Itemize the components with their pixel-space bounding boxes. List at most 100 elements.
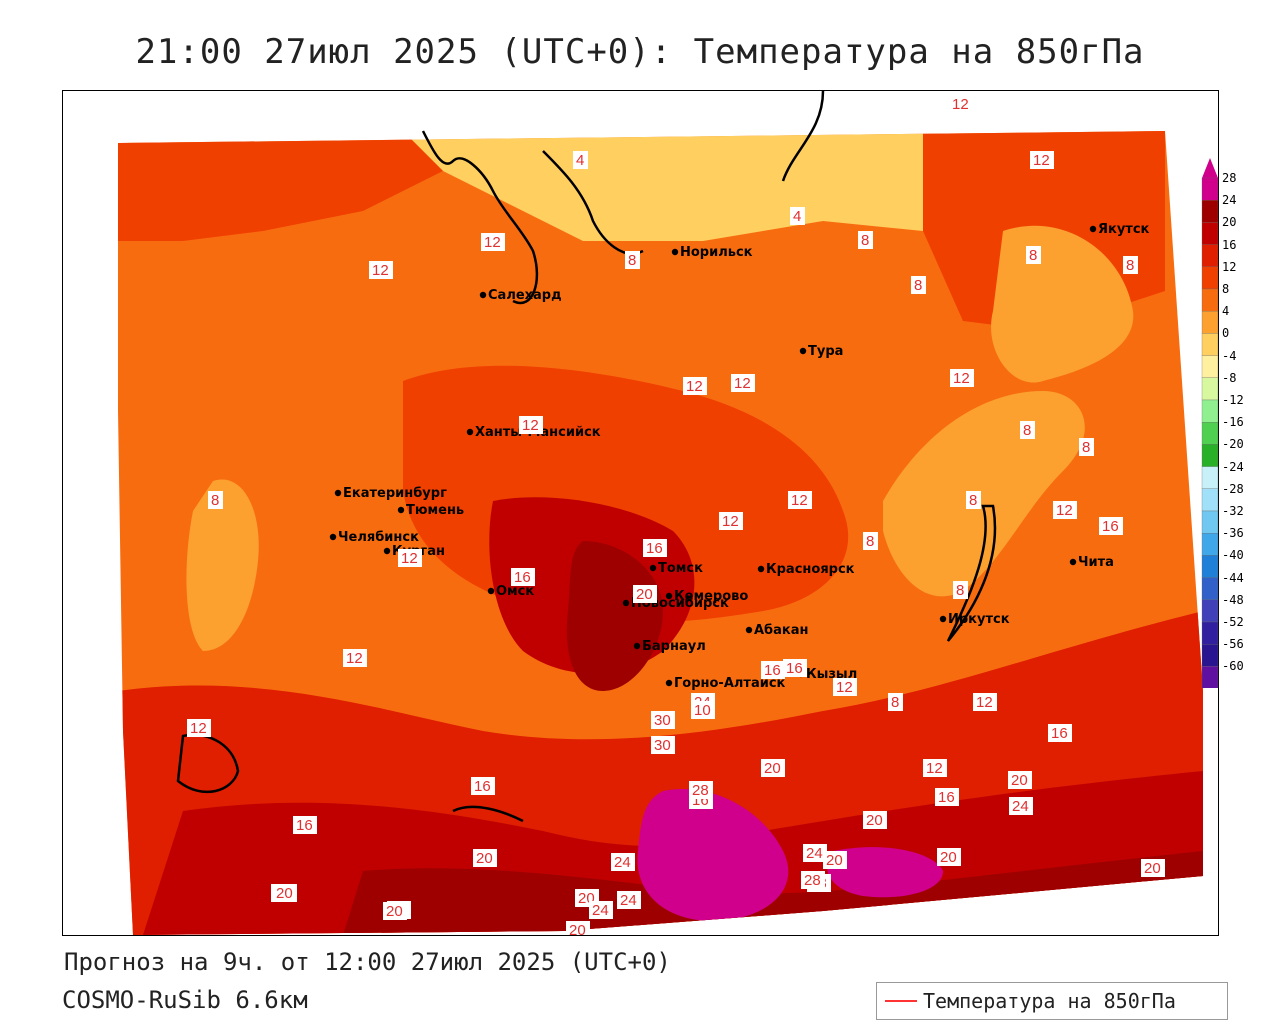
isotherm-label-text: 12 [953, 370, 970, 387]
city-marker: Чита [1069, 555, 1114, 570]
temperature-map[interactable]: НорильскЯкутскСалехардТураХанты-Мансийск… [62, 90, 1219, 936]
city-label: Тюмень [406, 503, 464, 518]
isotherm-label: 20 [473, 849, 497, 867]
isotherm-label: 16 [471, 777, 495, 795]
city-layer: НорильскЯкутскСалехардТураХанты-Мансийск… [329, 222, 1150, 691]
isotherm-label-text: 4 [576, 152, 584, 169]
isotherm-label-text: 20 [569, 922, 586, 935]
isotherm-label-text: 12 [926, 760, 943, 777]
isotherm-label: 30 [651, 711, 675, 729]
isotherm-label: 24 [1009, 797, 1033, 815]
isotherm-label-bg [343, 649, 367, 667]
isotherm-label: 8 [966, 491, 981, 509]
isotherm-label-text: 20 [866, 812, 883, 829]
city-marker: Томск [649, 561, 703, 576]
colorbar-swatch [1201, 399, 1219, 423]
isotherm-label: 16 [293, 816, 317, 834]
isotherm-label-text: 16 [1051, 725, 1068, 742]
colorbar-tick-label: 24 [1222, 193, 1237, 208]
isotherm-label-bg [761, 759, 785, 777]
isotherm-label: 12 [719, 512, 743, 530]
colorbar-swatch [1201, 333, 1219, 356]
isotherm-label-text: 24 [1012, 798, 1029, 815]
colorbar-tick-label: 28 [1222, 171, 1237, 185]
forecast-info: Прогноз на 9ч. от 12:00 27июл 2025 (UTC+… [64, 948, 671, 976]
colorbar-swatch [1201, 266, 1219, 290]
isotherm-label: 8 [858, 231, 873, 249]
colorbar-swatch [1201, 577, 1219, 600]
colorbar-tick-label: -52 [1222, 615, 1244, 629]
isotherm-label-bg [1079, 438, 1094, 456]
isotherm-label: 16 [761, 661, 785, 679]
isotherm-label-bg [691, 701, 715, 719]
isotherm-label-text: 8 [1023, 422, 1031, 439]
isotherm-label-bg [803, 844, 827, 862]
legend-line-swatch [885, 1000, 917, 1002]
isotherm-label-text: 16 [764, 662, 781, 679]
isotherm-label: 8 [1020, 421, 1035, 439]
field-magenta [637, 789, 789, 921]
isotherm-label-text: 10 [694, 702, 711, 719]
isotherm-label: 12 [949, 95, 973, 113]
isotherm-label: 16 [643, 539, 667, 557]
city-label: Якутск [1098, 222, 1150, 237]
colorbar-tick-label: -60 [1222, 659, 1244, 674]
isotherm-label: 12 [973, 693, 997, 711]
isotherm-label: 8 [1079, 438, 1094, 456]
isotherm-label-text: 12 [976, 694, 993, 711]
city-dot [466, 428, 474, 436]
colorbar-tick-label: -24 [1222, 459, 1244, 474]
isotherm-label-bg [1048, 724, 1072, 742]
colorbar-swatch [1201, 177, 1219, 201]
isotherm-label-bg [625, 251, 640, 269]
field-yellow-urals [186, 479, 259, 651]
isotherm-label-bg [719, 512, 743, 530]
isotherm-label-bg [1141, 859, 1165, 877]
city-dot [633, 642, 641, 650]
isotherm-label: 24 [611, 853, 635, 871]
city-dot [757, 565, 765, 573]
colorbar-swatch [1201, 200, 1219, 223]
field-warm-north [118, 131, 443, 241]
isotherm-label-bg [643, 539, 667, 557]
isotherm-label-text: 28 [804, 872, 821, 889]
isotherm-label: 12 [398, 549, 422, 567]
isotherm-label: 12 [788, 491, 812, 509]
isotherm-label-bg [187, 719, 211, 737]
isotherm-label: 12 [343, 649, 367, 667]
isotherm-label-bg [1123, 256, 1138, 274]
city-dot [665, 679, 673, 687]
colorbar-tick-label: 12 [1222, 259, 1237, 274]
isotherm-label: 8 [888, 693, 903, 711]
colorbar-tick-label: -44 [1222, 570, 1244, 585]
isotherm-label-text: 12 [346, 650, 363, 667]
isotherm-label-bg [473, 849, 497, 867]
isotherm-label-bg [651, 711, 675, 729]
field-cool-north [403, 131, 923, 241]
city-dot [1069, 558, 1077, 566]
city-dot [1089, 225, 1097, 233]
isotherm-label: 8 [911, 276, 926, 294]
city-label: Абакан [754, 623, 809, 638]
colorbar-swatch [1201, 533, 1219, 556]
isotherm-label-text: 24 [806, 845, 823, 862]
city-marker: Екатеринбург [334, 486, 447, 501]
isotherm-label-text: 8 [1082, 439, 1090, 456]
isotherm-label: 20 [383, 902, 407, 920]
isotherm-label-bg [935, 788, 959, 806]
isotherm-label: 16 [935, 788, 959, 806]
isotherm-label: 12 [519, 416, 543, 434]
isotherm-label: 12 [683, 377, 707, 395]
colorbar-tick-label: -32 [1222, 504, 1244, 518]
city-marker: Красноярск [757, 562, 855, 577]
city-label: Красноярск [766, 562, 855, 577]
colorbar-tick-label: -48 [1222, 592, 1244, 607]
city-label: Норильск [680, 245, 753, 260]
isotherm-label: 16 [783, 659, 807, 677]
colorbar-swatch [1201, 355, 1219, 378]
isotherm-label-text: 16 [938, 789, 955, 806]
isotherm-label-bg [923, 759, 947, 777]
city-dot [334, 489, 342, 497]
isotherm-label-bg [1020, 421, 1035, 439]
isotherm-label: 20 [863, 811, 887, 829]
